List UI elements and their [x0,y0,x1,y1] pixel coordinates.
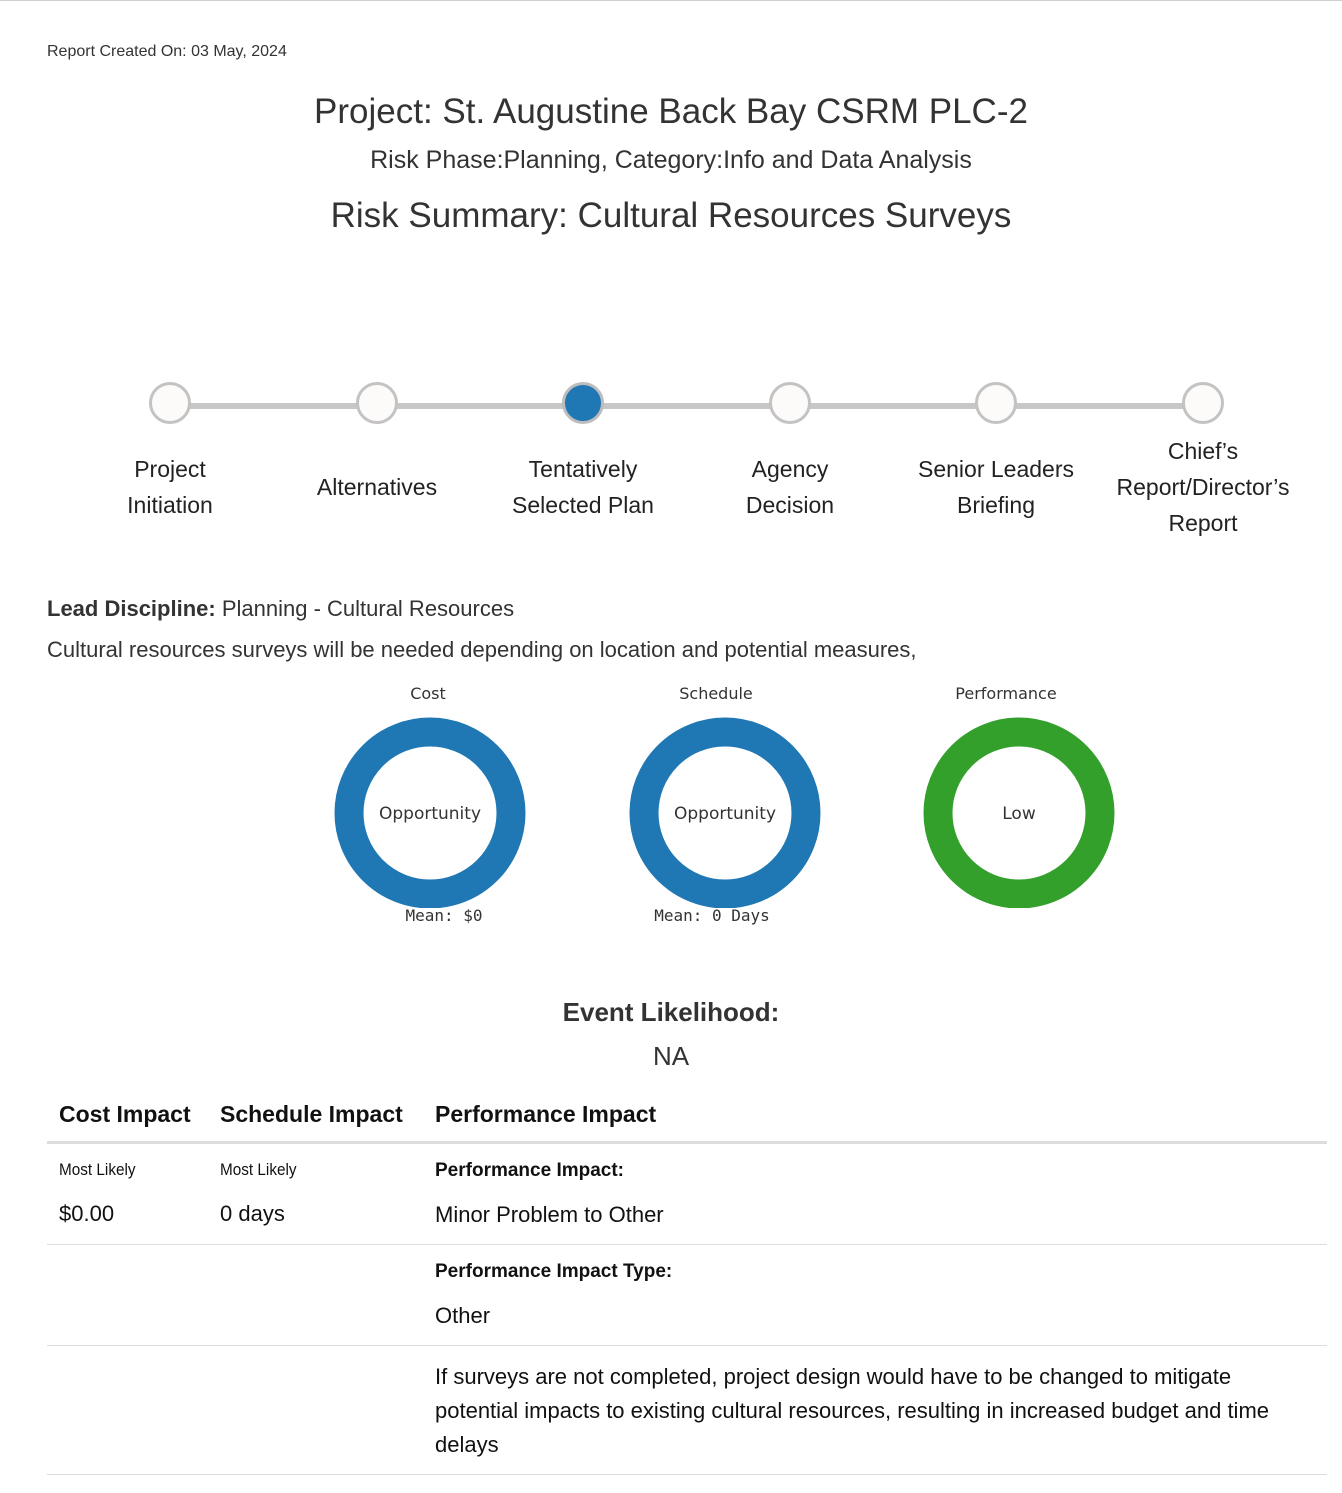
risk-summary-title: Risk Summary: Cultural Resources Surveys [330,196,1012,235]
milestone-label: Agency Decision [687,433,893,541]
report-created-date: Report Created On: 03 May, 2024 [47,43,287,60]
performance-impact-header: Performance Impact [423,1094,1327,1144]
milestone-alternatives: Alternatives [274,380,480,541]
milestone-label-line: Decision [745,492,835,518]
impact-table: Cost Impact Schedule Impact Performance … [47,1094,1327,1475]
milestone-dot [769,382,811,424]
milestone-dot-active [562,382,604,424]
event-likelihood-value: NA [652,1041,690,1071]
cost-donut-ring [334,717,526,908]
milestone-tentatively-selected-plan: Tentatively Selected Plan [480,380,686,541]
milestone-label: Chief’s Report/Director’s Report [1100,433,1306,541]
risk-description: Cultural resources surveys will be neede… [47,637,917,662]
milestone-chiefs-report: Chief’s Report/Director’s Report [1100,380,1306,541]
empty-cell [208,1244,423,1346]
performance-description: If surveys are not completed, project de… [435,1364,1270,1457]
schedule-impact-cell: Most Likely 0 days [208,1142,423,1245]
schedule-donut-ring [629,717,821,908]
milestone-label: Senior Leaders Briefing [893,433,1099,541]
stepper-track [170,403,1203,409]
milestone-label-line: Briefing [957,492,1035,518]
project-title: Project: St. Augustine Back Bay CSRM PLC… [314,92,1028,131]
gauge-title: Cost [410,684,446,703]
milestone-senior-leaders-briefing: Senior Leaders Briefing [893,380,1099,541]
lead-discipline-label: Lead Discipline: [47,596,216,621]
milestone-label-line: Agency [751,456,829,482]
milestone-dot [1182,382,1224,424]
milestone-dot [356,382,398,424]
event-likelihood-label: Event Likelihood: [562,997,780,1027]
performance-donut-chart: Low [923,717,1115,908]
gauge-title: Schedule [679,684,753,703]
milestone-label-line: Senior Leaders [918,456,1074,482]
performance-gauge: Performance Low [906,684,1115,908]
cost-donut-label: Opportunity [379,804,481,824]
schedule-donut-label: Opportunity [674,804,776,824]
gauge-title: Performance [955,684,1057,703]
empty-cell [208,1345,423,1475]
milestone-label: Tentatively Selected Plan [480,433,686,541]
impact-table-header-row: Cost Impact Schedule Impact Performance … [47,1094,1327,1144]
milestone-label-line: Alternatives [316,474,438,500]
milestone-stepper: Project Initiation Alternatives Tentativ… [67,380,1307,550]
milestone-label-line: Selected Plan [512,492,654,518]
schedule-impact-header: Schedule Impact [208,1094,423,1144]
cost-most-likely-value: $0.00 [59,1201,115,1226]
milestone-project-initiation: Project Initiation [67,380,273,541]
milestone-label-line: Initiation [127,492,213,518]
cost-gauge: Cost Opportunity Mean: $0 [328,684,528,925]
schedule-gauge: Schedule Opportunity Mean: 0 Days [616,684,821,925]
cost-donut-chart: Opportunity [334,717,526,908]
cost-impact-cell: Most Likely $0.00 [47,1142,208,1245]
event-likelihood: Event Likelihood: NA [0,994,1342,1074]
milestone-dot [975,382,1017,424]
cost-impact-header: Cost Impact [47,1094,208,1144]
performance-impact-value: Minor Problem to Other [435,1202,664,1227]
milestone-label-line: Project [134,456,206,482]
lead-discipline: Lead Discipline: Planning - Cultural Res… [47,596,514,622]
performance-donut-ring [923,717,1115,908]
cost-mean: Mean: $0 [405,906,483,925]
table-row: Most Likely $0.00 Most Likely 0 days Per… [47,1142,1327,1245]
milestone-label-line: Report/Director’s [1116,474,1290,500]
cost-most-likely-label: Most Likely [59,1160,136,1179]
milestone-label-line: Tentatively [528,456,638,482]
milestone-label: Alternatives [274,433,480,541]
schedule-most-likely-label: Most Likely [220,1160,297,1179]
schedule-mean: Mean: 0 Days [654,906,770,925]
report-header: Project: St. Augustine Back Bay CSRM PLC… [0,88,1342,269]
performance-description-cell: If surveys are not completed, project de… [423,1345,1327,1475]
milestone-agency-decision: Agency Decision [687,380,893,541]
performance-impact-cell: Performance Impact: Minor Problem to Oth… [423,1142,1327,1245]
risk-phase-category: Risk Phase:Planning, Category:Info and D… [370,146,972,174]
milestone-label: Project Initiation [67,433,273,541]
table-row: Performance Impact Type: Other [47,1244,1327,1346]
milestone-dot [149,382,191,424]
performance-type-label: Performance Impact Type: [435,1261,673,1282]
performance-type-value: Other [435,1303,491,1328]
lead-discipline-value: Planning - Cultural Resources [215,596,515,621]
empty-cell [47,1345,208,1475]
milestone-label-line: Chief’s [1167,438,1239,464]
performance-type-cell: Performance Impact Type: Other [423,1244,1327,1346]
performance-impact-label: Performance Impact: [435,1160,625,1181]
schedule-most-likely-value: 0 days [220,1201,285,1226]
table-row: If surveys are not completed, project de… [47,1345,1327,1475]
top-border [0,0,1342,1]
schedule-donut-chart: Opportunity [629,717,821,908]
milestone-label-line: Report [1168,510,1238,536]
empty-cell [47,1244,208,1346]
performance-donut-label: Low [1002,804,1036,824]
